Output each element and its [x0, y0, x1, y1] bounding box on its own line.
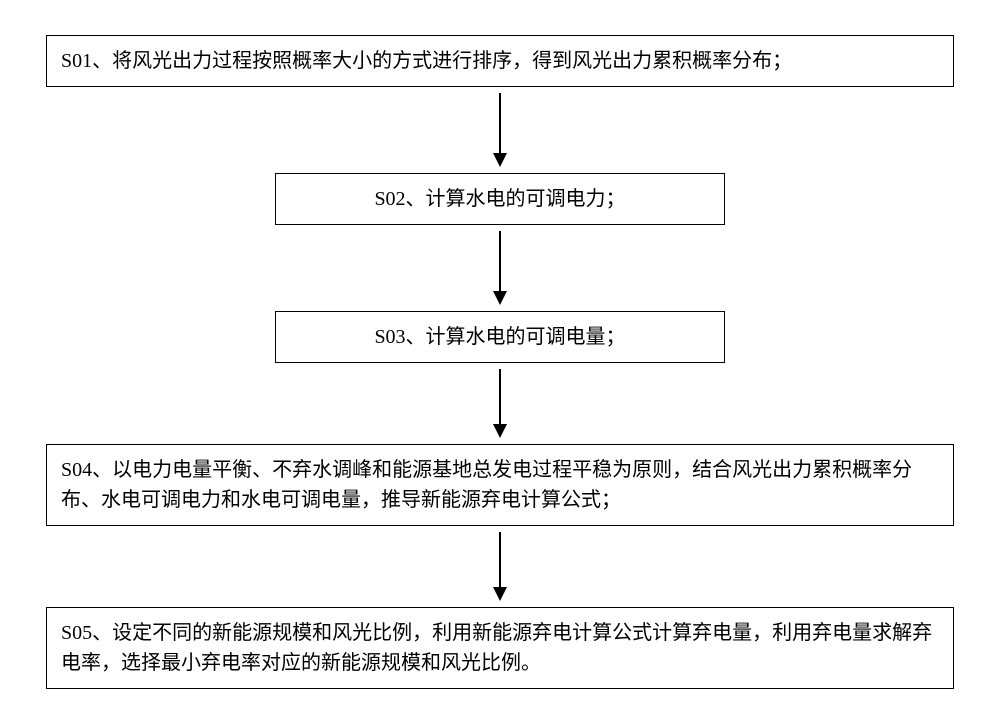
- step-s03: S03、计算水电的可调电量；: [275, 311, 725, 363]
- arrow-4: [493, 532, 507, 601]
- step-s04: S04、以电力电量平衡、不弃水调峰和能源基地总发电过程平稳为原则，结合风光出力累…: [46, 444, 954, 526]
- arrow-1-line: [499, 93, 501, 153]
- step-s01-text: S01、将风光出力过程按照概率大小的方式进行排序，得到风光出力累积概率分布；: [61, 46, 792, 76]
- arrow-4-line: [499, 532, 501, 587]
- step-s02: S02、计算水电的可调电力；: [275, 173, 725, 225]
- arrow-2-line: [499, 231, 501, 291]
- arrow-4-head: [493, 587, 507, 601]
- step-s02-text: S02、计算水电的可调电力；: [374, 184, 625, 214]
- step-s03-text: S03、计算水电的可调电量；: [374, 322, 625, 352]
- step-s05: S05、设定不同的新能源规模和风光比例，利用新能源弃电计算公式计算弃电量，利用弃…: [46, 607, 954, 689]
- arrow-1-head: [493, 153, 507, 167]
- step-s01: S01、将风光出力过程按照概率大小的方式进行排序，得到风光出力累积概率分布；: [46, 35, 954, 87]
- arrow-3-line: [499, 369, 501, 424]
- arrow-3: [493, 369, 507, 438]
- arrow-2-head: [493, 291, 507, 305]
- step-s05-text: S05、设定不同的新能源规模和风光比例，利用新能源弃电计算公式计算弃电量，利用弃…: [61, 618, 939, 678]
- arrow-2: [493, 231, 507, 305]
- arrow-3-head: [493, 424, 507, 438]
- step-s04-text: S04、以电力电量平衡、不弃水调峰和能源基地总发电过程平稳为原则，结合风光出力累…: [61, 455, 939, 515]
- arrow-1: [493, 93, 507, 167]
- flowchart-container: S01、将风光出力过程按照概率大小的方式进行排序，得到风光出力累积概率分布； S…: [45, 35, 955, 689]
